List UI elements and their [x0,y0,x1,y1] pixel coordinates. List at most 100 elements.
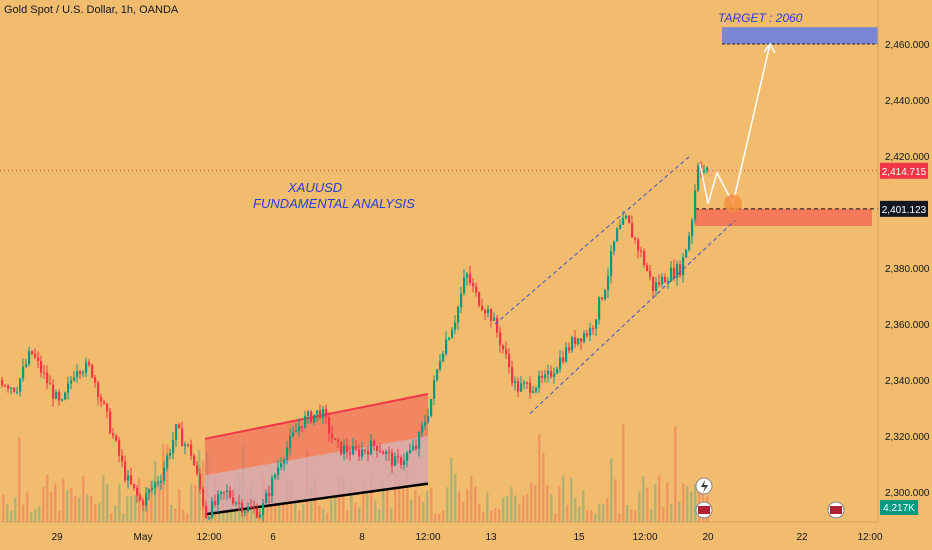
candle-body [13,387,16,392]
candle-body [586,333,589,336]
candle-body [145,493,148,506]
candle-body [385,451,388,455]
candle-body [430,398,433,417]
candle-body [676,263,679,278]
candle-body [166,455,169,468]
volume-bar [618,513,621,522]
volume-bar [86,494,89,522]
volume-bar [554,513,557,522]
volume-bar [638,491,641,522]
candle-body [541,375,544,379]
volume-bar [538,433,541,522]
volume-badge [880,500,918,515]
candle-body [97,382,100,398]
candle-body [91,364,94,378]
channel-lower-line [529,220,736,414]
candle-body [529,382,532,393]
projection-arrow-head [763,42,776,54]
candle-body [667,281,670,283]
candle-body [670,267,673,282]
candle-body [199,473,202,490]
candle-body [76,371,79,378]
candle-body [280,463,283,468]
volume-bar [98,503,101,522]
volume-bar [622,424,625,522]
candle-body [451,329,454,339]
candle-body [436,369,439,381]
candle-body [703,170,706,173]
volume-bar [338,478,341,522]
candle-body [499,332,502,346]
volume-bar [374,500,377,522]
candle-body [37,357,40,362]
candle-body [61,399,64,401]
candle-body [448,338,451,340]
volume-bar [394,483,397,522]
candle-body [181,428,184,447]
candle-body [544,374,547,379]
volume-bar [642,476,645,522]
volume-bar [414,489,417,522]
candle-body [658,282,661,285]
candle-body [511,367,514,383]
candle-body [589,328,592,336]
candle-body [103,401,106,404]
candle-body [649,270,652,277]
candle-body [694,190,697,221]
candle-body [94,377,97,383]
candle-body [532,391,535,393]
volume-bar [694,483,697,522]
candle-body [184,444,187,447]
volume-bar [450,457,453,522]
candle-body [49,383,52,385]
volume-bar [454,474,457,522]
volume-bar [658,475,661,522]
volume-bar [614,479,617,522]
volume-bar [218,509,221,522]
candle-body [373,440,376,446]
candle-body [349,452,352,455]
candle-body [577,338,580,345]
candle-body [331,433,334,439]
candle-body [79,371,82,374]
volume-bar [558,485,561,522]
y-tick-label: 2,440.000 [885,96,930,107]
volume-bar [298,510,301,522]
candle-body [235,502,238,504]
x-tick-label: 6 [270,532,276,543]
candle-body [16,391,19,393]
volume-bar [690,491,693,522]
candle-body [319,410,322,418]
volume-bar [126,496,129,522]
volume-bar [418,495,421,522]
volume-bar [82,475,85,522]
volume-bar [18,437,21,522]
candle-body [376,445,379,451]
volume-bar [470,476,473,522]
x-tick-label: 22 [796,532,808,543]
y-tick-label: 2,340.000 [885,376,930,387]
drawing-layer-back [0,27,880,516]
volume-bar [54,483,57,522]
candle-body [439,361,442,370]
volume-bar [6,504,9,522]
x-tick-label: 12:00 [857,532,882,543]
target-label: TARGET : 2060 [718,11,803,25]
candle-body [286,447,289,460]
volume-bar [382,484,385,522]
candle-body [67,383,70,393]
volume-bar [598,504,601,522]
volume-bar [150,480,153,522]
volume-bar [78,497,81,522]
candle-body [628,215,631,224]
candle-body [640,250,643,252]
candle-body [460,293,463,308]
candle-body [100,397,103,402]
volume-bar [170,504,173,522]
volume-bar [186,513,189,522]
candle-body [484,310,487,314]
analysis-title-line2: FUNDAMENTAL ANALYSIS [253,196,415,211]
volume-bar [302,503,305,522]
candle-body [517,381,520,392]
